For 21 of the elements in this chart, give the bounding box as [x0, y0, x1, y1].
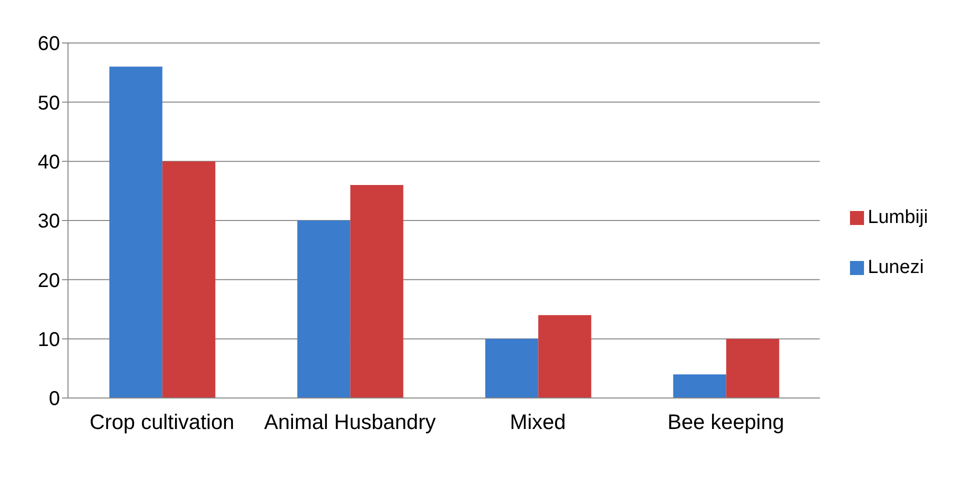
y-tick-label: 40 [38, 151, 60, 174]
y-tick-label: 10 [38, 328, 60, 351]
legend-label: Lunezi [868, 257, 924, 278]
y-tick-label: 50 [38, 92, 60, 114]
y-tick-label: 0 [48, 388, 60, 410]
y-tick-label: 20 [38, 270, 60, 292]
x-tick-label: Mixed [510, 410, 566, 434]
y-tick-label: 60 [38, 33, 60, 56]
x-tick-label: Animal Husbandry [264, 410, 436, 434]
bar [162, 161, 216, 398]
bar [538, 315, 592, 398]
y-tick-label: 30 [38, 210, 60, 233]
bar [297, 220, 350, 398]
legend-label: Lumbiji [868, 207, 928, 228]
bar [673, 374, 726, 398]
x-tick-label: Crop cultivation [90, 410, 234, 434]
bar [726, 338, 780, 398]
bar [109, 66, 162, 398]
bar [485, 338, 538, 398]
x-tick-label: Bee keeping [667, 410, 784, 434]
bar [350, 185, 404, 398]
